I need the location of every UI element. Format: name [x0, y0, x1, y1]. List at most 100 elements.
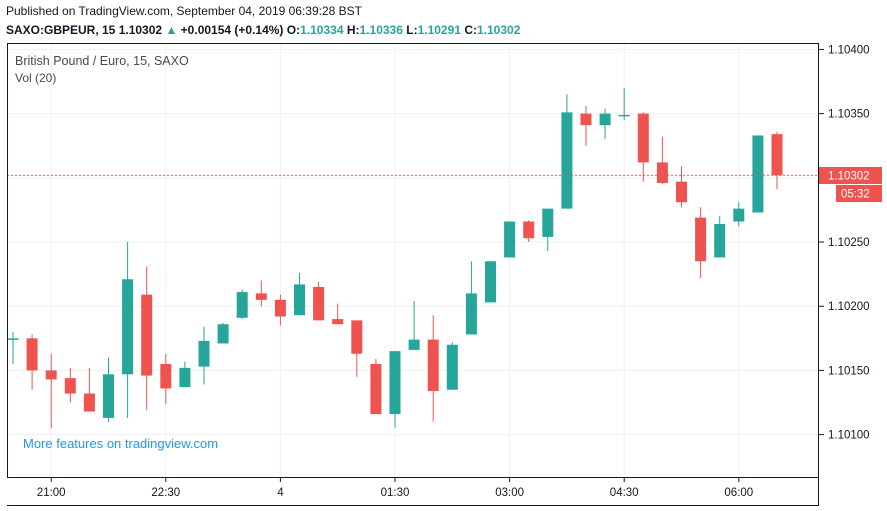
last-price: 1.10302 — [118, 23, 163, 37]
candle-body — [236, 292, 248, 318]
x-tick-label: 03:00 — [495, 487, 524, 499]
candle — [179, 361, 191, 388]
candle — [7, 331, 19, 365]
y-tick-label: 1.10100 — [828, 430, 870, 442]
candle — [561, 94, 573, 209]
x-tick-label: 01:30 — [381, 487, 410, 499]
candle-body — [733, 208, 745, 222]
candle — [389, 351, 401, 429]
candle — [504, 221, 516, 258]
candle-body — [217, 324, 229, 344]
candle — [255, 280, 267, 307]
candle-body — [83, 393, 95, 412]
candle-body — [351, 320, 363, 354]
candle-body — [141, 294, 153, 376]
candle-body — [599, 113, 611, 126]
candle-body — [523, 221, 535, 239]
countdown-bg — [836, 185, 882, 202]
candle-body — [427, 339, 439, 391]
candle — [313, 281, 325, 321]
candle — [408, 301, 420, 350]
candle-body — [389, 351, 401, 415]
time-axis[interactable]: 21:00 22:30 4 01:30 03:00 04:30 06:00 — [37, 477, 753, 499]
candle-body — [122, 279, 134, 375]
candle-body — [198, 340, 210, 367]
price-tag-value: 1.10302 — [828, 171, 870, 183]
candle — [714, 216, 726, 258]
candle-body — [504, 221, 516, 258]
y-tick-label: 1.10250 — [828, 237, 870, 249]
price-tag: 1.10302 05:32 — [819, 167, 882, 202]
candle-body — [294, 284, 305, 316]
watermark-link[interactable]: More features on tradingview.com — [23, 436, 218, 451]
candle — [580, 105, 592, 146]
y-tick-label: 1.10400 — [828, 44, 870, 56]
candle — [122, 242, 134, 418]
low-label: L: — [406, 23, 418, 37]
close-label: C: — [464, 23, 477, 37]
candle-body — [485, 261, 496, 303]
candle — [45, 353, 57, 429]
candle-body — [332, 319, 344, 325]
published-line: Published on TradingView.com, September … — [6, 4, 363, 18]
symbol-legend: British Pound / Euro, 15, SAXO — [15, 54, 189, 68]
candle-body — [160, 364, 172, 389]
candle — [446, 342, 458, 390]
candle — [198, 326, 210, 385]
candle-body — [695, 217, 707, 262]
volume-legend: Vol (20) — [15, 71, 56, 85]
x-tick-label: 4 — [277, 487, 284, 499]
candle-body — [561, 112, 573, 209]
candle-body — [752, 135, 764, 213]
candle — [485, 261, 496, 303]
candle — [427, 315, 439, 422]
high-label: H: — [346, 23, 360, 37]
candle-body — [7, 338, 19, 340]
plot-frame — [7, 43, 819, 478]
candle — [752, 135, 764, 213]
candles — [7, 87, 783, 429]
candle — [370, 358, 382, 415]
candle — [695, 207, 707, 278]
candle-body — [370, 364, 382, 415]
candle — [26, 334, 38, 390]
high-value: 1.10336 — [359, 23, 403, 37]
candle-body — [618, 114, 630, 117]
candle — [618, 87, 630, 121]
candle-body — [446, 344, 458, 390]
candle — [217, 322, 229, 344]
candle-body — [255, 293, 267, 300]
candle-body — [542, 208, 554, 237]
change-value: +0.00154 (+0.14%) — [180, 23, 284, 37]
candle-body — [45, 370, 57, 380]
candle-body — [313, 286, 325, 321]
candle — [656, 136, 668, 185]
candle-body — [676, 181, 687, 203]
price-tag-bg — [819, 167, 882, 184]
open-label: O: — [286, 23, 301, 37]
countdown-value: 05:32 — [841, 189, 870, 201]
candle-body — [771, 134, 783, 176]
low-value: 1.10291 — [417, 23, 461, 37]
y-tick-label: 1.10150 — [828, 365, 870, 377]
x-tick-label: 21:00 — [37, 487, 66, 499]
candle-body — [274, 299, 286, 317]
candle — [599, 108, 611, 140]
x-tick-label: 04:30 — [610, 487, 639, 499]
candle-body — [637, 113, 649, 163]
candle-body — [656, 162, 668, 183]
candle-body — [179, 367, 191, 388]
candle — [103, 357, 114, 422]
candle — [274, 294, 286, 326]
candle — [160, 353, 172, 404]
chart-header: Published on TradingView.com, September … — [6, 4, 876, 40]
candle — [676, 166, 687, 208]
candle-body — [465, 293, 477, 335]
y-tick-label: 1.10200 — [828, 301, 870, 313]
candle — [141, 266, 153, 411]
quote-line: SAXO:GBPEUR, 15 1.10302 ▲ +0.00154 (+0.1… — [6, 23, 520, 37]
candle — [351, 320, 363, 377]
price-axis[interactable]: 1.101001.101501.102001.102501.103001.103… — [819, 44, 870, 442]
candle — [64, 367, 76, 403]
